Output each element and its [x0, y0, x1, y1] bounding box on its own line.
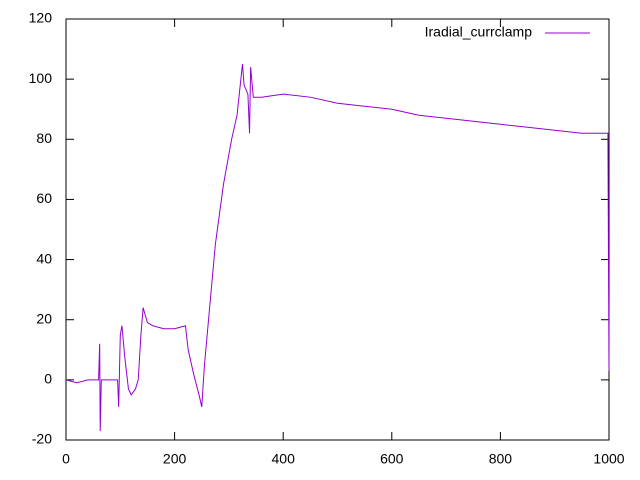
- y-tick-label: 100: [29, 70, 53, 86]
- x-tick-label: 400: [272, 451, 296, 467]
- x-tick-label: 800: [489, 451, 513, 467]
- y-tick-label: 40: [36, 250, 52, 266]
- data-line: [65, 64, 610, 431]
- y-tick-label: 120: [29, 10, 53, 26]
- y-tick-label: 80: [36, 130, 52, 146]
- y-tick-label: -20: [32, 431, 52, 447]
- x-tick-label: 0: [62, 451, 70, 467]
- y-tick-label: 20: [36, 310, 52, 326]
- x-tick-label: 200: [163, 451, 187, 467]
- plot-frame: [65, 18, 610, 441]
- y-tick-label: 0: [44, 371, 52, 387]
- x-tick-label: 1000: [593, 451, 624, 467]
- legend-label: Iradial_currclamp: [425, 24, 533, 40]
- x-tick-label: 600: [380, 451, 404, 467]
- y-tick-label: 60: [36, 190, 52, 206]
